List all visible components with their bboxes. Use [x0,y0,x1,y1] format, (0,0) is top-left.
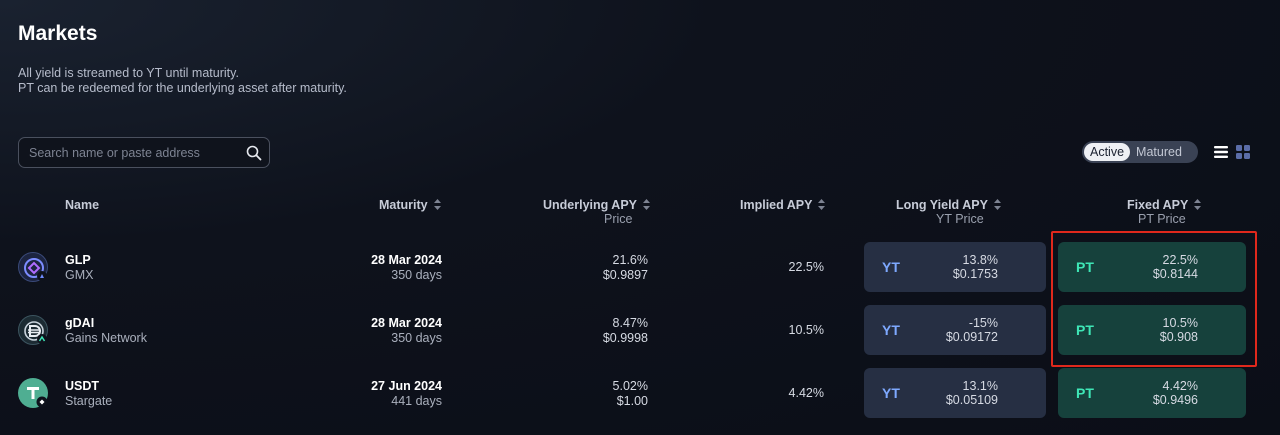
column-subheader-pt-price: PT Price [1138,212,1186,226]
description-line: PT can be redeemed for the underlying as… [18,81,347,95]
underlying-apy-cell: 8.47% $0.9998 [603,316,648,346]
pt-values: 4.42% $0.9496 [1153,379,1198,407]
market-name: USDT [65,379,100,393]
pt-price: $0.8144 [1152,267,1198,281]
pt-trade-button[interactable]: PT 22.5% $0.8144 [1058,242,1246,292]
yt-trade-button[interactable]: YT 13.8% $0.1753 [864,242,1046,292]
maturity-date: 27 Jun 2024 [371,379,442,393]
yt-values: 13.8% $0.1753 [953,253,998,281]
page-description: All yield is streamed to YT until maturi… [18,66,347,96]
pt-price: $0.908 [1159,330,1198,344]
pt-apy: 10.5% [1162,316,1198,330]
sort-icon[interactable] [818,198,826,213]
yt-values: 13.1% $0.05109 [946,379,998,407]
column-header-name: Name [65,198,100,212]
maturity-date: 28 Mar 2024 [371,316,442,330]
yt-price: $0.09172 [945,330,998,344]
yt-apy: 13.1% [962,379,998,393]
grid-view-icon[interactable] [1236,145,1250,164]
gdai-logo-icon [18,315,48,345]
column-header-underlying-apy[interactable]: Underlying APY [543,198,650,213]
column-header-label: Maturity [379,198,428,212]
market-status-toggle[interactable]: Active Matured [1082,141,1198,163]
search-input[interactable]: Search name or paste address [18,137,270,168]
yt-values: -15% $0.09172 [946,316,998,344]
implied-apy: 22.5% [788,260,824,274]
maturity-date: 28 Mar 2024 [371,253,442,267]
yt-label: YT [882,322,900,338]
column-subheader-yt-price: YT Price [936,212,984,226]
highlight-box [1051,231,1257,367]
pt-apy: 4.42% [1162,379,1198,393]
column-header-label: Underlying APY [543,198,637,212]
maturity-days: 350 days [391,331,442,345]
column-header-label: Fixed APY [1127,198,1189,212]
yt-trade-button[interactable]: YT -15% $0.09172 [864,305,1046,355]
market-protocol: GMX [65,268,94,282]
market-name: GLP [65,253,91,267]
view-switcher [1214,145,1250,164]
underlying-price: $0.9897 [602,268,648,282]
sort-icon[interactable] [993,198,1001,213]
yt-label: YT [882,385,900,401]
underlying-price: $0.9998 [602,331,648,345]
pt-label: PT [1076,322,1094,338]
matured-toggle-option[interactable]: Matured [1136,145,1182,159]
sort-icon[interactable] [643,198,650,213]
search-placeholder: Search name or paste address [29,145,200,160]
underlying-apy: 21.6% [612,253,648,267]
maturity-cell: 27 Jun 2024 441 days [371,379,442,408]
maturity-cell: 28 Mar 2024 350 days [371,253,442,282]
sort-icon[interactable] [1194,198,1202,213]
active-toggle-option[interactable]: Active [1084,143,1131,161]
pt-trade-button[interactable]: PT 4.42% $0.9496 [1058,368,1246,418]
pt-trade-button[interactable]: PT 10.5% $0.908 [1058,305,1246,355]
maturity-days: 350 days [391,268,442,282]
implied-apy: 4.42% [788,386,824,400]
column-header-label: Long Yield APY [896,198,988,212]
market-protocol: Stargate [65,394,113,408]
column-header-label: Implied APY [740,198,813,212]
implied-apy: 10.5% [788,323,824,337]
underlying-apy: 8.47% [612,316,648,330]
pt-values: 10.5% $0.908 [1160,316,1198,344]
column-header-long-yield-apy[interactable]: Long Yield APY [896,198,1001,213]
column-header-fixed-apy[interactable]: Fixed APY [1127,198,1202,213]
maturity-cell: 28 Mar 2024 350 days [371,316,442,345]
column-subheader-price: Price [604,212,633,226]
pt-apy: 22.5% [1162,253,1198,267]
yt-label: YT [882,259,900,275]
pt-label: PT [1076,259,1094,275]
column-header-implied-apy[interactable]: Implied APY [740,198,826,213]
yt-trade-button[interactable]: YT 13.1% $0.05109 [864,368,1046,418]
market-name-cell: USDT Stargate [65,379,112,408]
underlying-price: $1.00 [616,394,648,408]
underlying-apy-cell: 21.6% $0.9897 [603,253,648,283]
pt-price: $0.9496 [1152,393,1198,407]
market-name: gDAI [65,316,95,330]
sort-icon[interactable] [433,198,441,213]
glp-logo-icon [18,252,48,282]
column-header-maturity[interactable]: Maturity [379,198,441,213]
pt-values: 22.5% $0.8144 [1153,253,1198,281]
yt-apy: 13.8% [962,253,998,267]
yt-apy: -15% [968,316,998,330]
search-icon[interactable] [239,138,269,168]
list-view-icon[interactable] [1214,145,1228,164]
pt-label: PT [1076,385,1094,401]
maturity-days: 441 days [391,394,442,408]
page-title: Markets [18,22,98,45]
yt-price: $0.05109 [945,393,998,407]
underlying-apy: 5.02% [612,379,648,393]
usdt-logo-icon [18,378,48,408]
yt-price: $0.1753 [952,267,998,281]
market-name-cell: GLP GMX [65,253,93,282]
market-name-cell: gDAI Gains Network [65,316,147,345]
market-protocol: Gains Network [65,331,147,345]
description-line: All yield is streamed to YT until maturi… [18,66,239,80]
underlying-apy-cell: 5.02% $1.00 [613,379,648,409]
